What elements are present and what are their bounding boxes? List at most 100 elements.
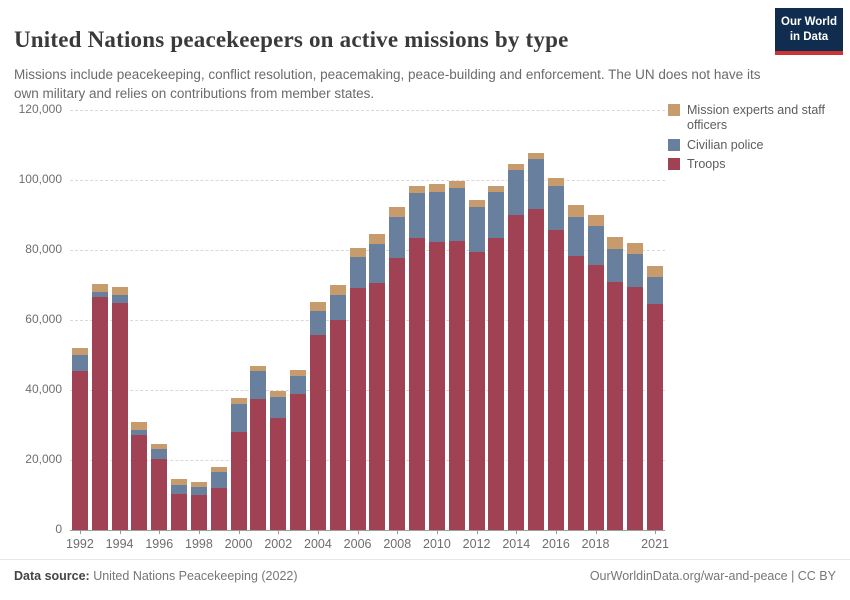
bar-2021-civilian-police[interactable] [647,276,664,304]
bar-2005-troops[interactable] [329,320,346,530]
bar-1996-troops[interactable] [151,458,168,530]
bar-2011-troops[interactable] [448,240,465,530]
bar-1996-mission-experts-and-staff-officers[interactable] [151,443,168,449]
bar-2018-mission-experts-and-staff-officers[interactable] [587,214,604,226]
bar-2002-civilian-police[interactable] [270,396,287,418]
bar-1999-mission-experts-and-staff-officers[interactable] [210,466,227,472]
bar-1998-mission-experts-and-staff-officers[interactable] [190,481,207,487]
data-source: Data source: United Nations Peacekeeping… [14,569,298,583]
bar-2009-mission-experts-and-staff-officers[interactable] [409,185,426,193]
bar-2015-civilian-police[interactable] [528,159,545,209]
bar-2001-troops[interactable] [250,399,267,530]
bar-1995-civilian-police[interactable] [131,430,148,436]
bar-2002-mission-experts-and-staff-officers[interactable] [270,391,287,397]
bar-2010-mission-experts-and-staff-officers[interactable] [428,183,445,192]
bar-1997-troops[interactable] [171,493,188,530]
bar-2011-civilian-police[interactable] [448,188,465,241]
bar-2014-troops[interactable] [508,214,525,530]
bar-1995-mission-experts-and-staff-officers[interactable] [131,422,148,431]
bar-2021-troops[interactable] [647,303,664,530]
bar-2003-civilian-police[interactable] [290,376,307,394]
bar-1992-civilian-police[interactable] [71,355,88,372]
bar-1998-troops[interactable] [190,495,207,530]
bar-2017-troops[interactable] [567,255,584,530]
bar-2020-mission-experts-and-staff-officers[interactable] [627,242,644,254]
bar-2017-civilian-police[interactable] [567,216,584,256]
bar-2008-troops[interactable] [389,257,406,530]
bar-2020-troops[interactable] [627,286,644,530]
bar-2016-civilian-police[interactable] [547,185,564,230]
bar-2006-troops[interactable] [349,288,366,530]
bar-2007-mission-experts-and-staff-officers[interactable] [369,233,386,244]
bar-2019-troops[interactable] [607,281,624,530]
bar-2006-mission-experts-and-staff-officers[interactable] [349,247,366,257]
bar-2013-troops[interactable] [488,237,505,530]
bar-2018-civilian-police[interactable] [587,225,604,265]
bar-1994-mission-experts-and-staff-officers[interactable] [111,287,128,295]
bar-1993-civilian-police[interactable] [91,292,108,297]
bar-1997-civilian-police[interactable] [171,484,188,494]
bar-2017-mission-experts-and-staff-officers[interactable] [567,204,584,217]
bar-2013-civilian-police[interactable] [488,191,505,238]
bar-2001-civilian-police[interactable] [250,371,267,400]
bar-2014-mission-experts-and-staff-officers[interactable] [508,164,525,171]
bar-2008-civilian-police[interactable] [389,216,406,258]
bar-2009-civilian-police[interactable] [409,192,426,238]
bar-2000-civilian-police[interactable] [230,404,247,432]
bar-1992-mission-experts-and-staff-officers[interactable] [71,348,88,356]
bar-2004-troops[interactable] [309,335,326,530]
bar-1998-civilian-police[interactable] [190,486,207,495]
credit-link[interactable]: OurWorldinData.org/war-and-peace | CC BY [589,569,836,583]
gridline-20000 [70,460,665,461]
bar-2019-mission-experts-and-staff-officers[interactable] [607,236,624,249]
bar-1992-troops[interactable] [71,371,88,530]
bar-1993-mission-experts-and-staff-officers[interactable] [91,283,108,292]
bar-2005-mission-experts-and-staff-officers[interactable] [329,285,346,295]
bar-1996-civilian-police[interactable] [151,448,168,459]
bar-2011-mission-experts-and-staff-officers[interactable] [448,181,465,189]
gridline-80000 [70,250,665,251]
bar-2012-troops[interactable] [468,251,485,530]
bar-2007-civilian-police[interactable] [369,243,386,283]
bar-2016-troops[interactable] [547,229,564,530]
bar-2015-troops[interactable] [528,208,545,530]
legend-item-mission-experts-and-staff-officers[interactable]: Mission experts and staff officers [668,103,848,133]
bar-2010-troops[interactable] [428,241,445,530]
bar-2016-mission-experts-and-staff-officers[interactable] [547,177,564,186]
bar-2007-troops[interactable] [369,282,386,530]
bar-1994-troops[interactable] [111,302,128,530]
legend-item-troops[interactable]: Troops [668,157,848,172]
bar-2010-civilian-police[interactable] [428,191,445,242]
bar-2009-troops[interactable] [409,237,426,530]
bar-2012-civilian-police[interactable] [468,206,485,252]
bar-2021-mission-experts-and-staff-officers[interactable] [647,265,664,277]
bar-2013-mission-experts-and-staff-officers[interactable] [488,185,505,192]
bar-2003-troops[interactable] [290,393,307,530]
bar-2001-mission-experts-and-staff-officers[interactable] [250,366,267,372]
bar-2002-troops[interactable] [270,417,287,530]
bar-2008-mission-experts-and-staff-officers[interactable] [389,206,406,217]
bar-2003-mission-experts-and-staff-officers[interactable] [290,370,307,376]
bar-2005-civilian-police[interactable] [329,294,346,320]
bar-1994-civilian-police[interactable] [111,294,128,303]
bar-1993-troops[interactable] [91,296,108,530]
gridline-100000 [70,180,665,181]
legend-item-civilian-police[interactable]: Civilian police [668,138,848,153]
bar-2004-mission-experts-and-staff-officers[interactable] [309,302,326,311]
bar-2006-civilian-police[interactable] [349,257,366,289]
owid-logo[interactable]: Our World in Data [775,8,843,55]
bar-2020-civilian-police[interactable] [627,253,644,287]
bar-2004-civilian-police[interactable] [309,310,326,336]
bar-2000-mission-experts-and-staff-officers[interactable] [230,398,247,405]
bar-2018-troops[interactable] [587,264,604,530]
bar-1995-troops[interactable] [131,435,148,530]
bar-1999-troops[interactable] [210,487,227,530]
bar-2000-troops[interactable] [230,431,247,530]
bar-2015-mission-experts-and-staff-officers[interactable] [528,153,545,160]
bar-1999-civilian-police[interactable] [210,471,227,488]
bar-2014-civilian-police[interactable] [508,170,525,215]
bar-1997-mission-experts-and-staff-officers[interactable] [171,478,188,485]
bar-2012-mission-experts-and-staff-officers[interactable] [468,199,485,207]
bar-2019-civilian-police[interactable] [607,248,624,282]
